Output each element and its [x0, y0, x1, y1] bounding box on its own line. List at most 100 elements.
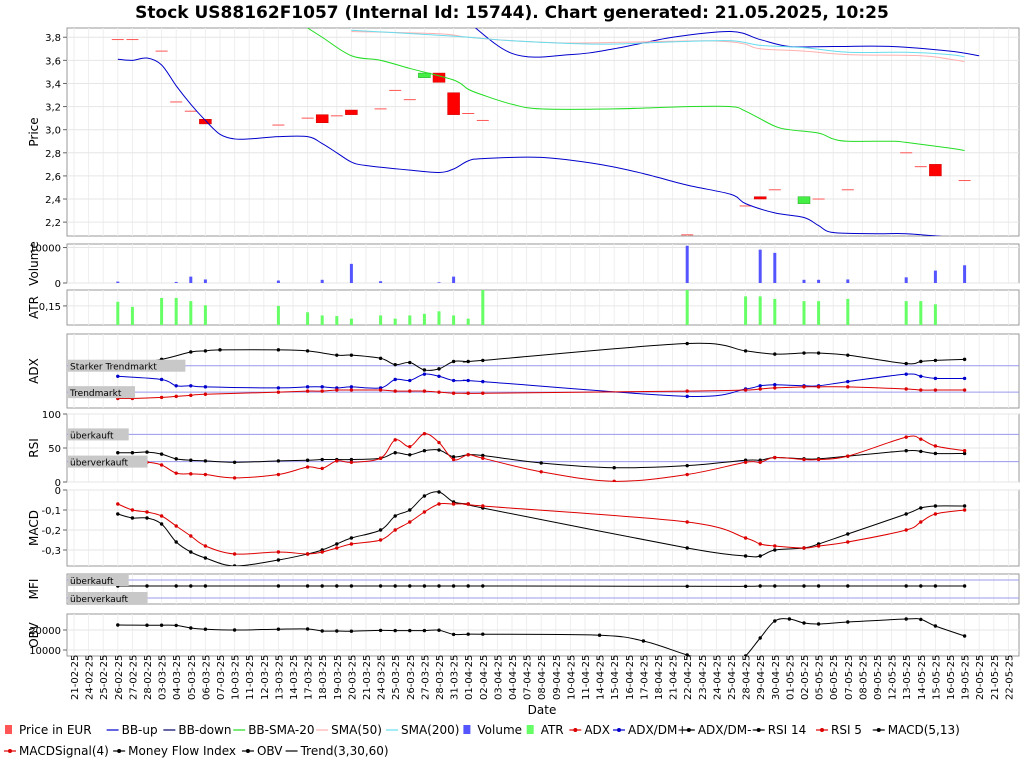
adx-dm-point — [934, 359, 937, 362]
obv-point — [802, 621, 805, 624]
x-tick-label: 21-05-25 — [990, 655, 1001, 700]
adx-point — [277, 390, 280, 393]
adx-point — [481, 392, 484, 395]
atr-bar — [321, 315, 324, 325]
adx-point — [817, 385, 820, 388]
rsi-5-point — [686, 473, 689, 476]
y-tick-label: 3,0 — [45, 126, 61, 137]
legend-swatch-dot — [573, 728, 577, 732]
obv-point — [773, 619, 776, 622]
rsi-14-point — [394, 451, 397, 454]
adx-dm-point — [277, 386, 280, 389]
chart-title: Stock US88162F1057 (Internal Id: 15744).… — [135, 3, 889, 23]
adx-dm-point — [437, 375, 440, 378]
money-flow-index-point — [321, 584, 324, 587]
volume-bar — [350, 264, 353, 283]
atr-bar — [759, 296, 762, 325]
y-tick-label: 0 — [55, 486, 61, 497]
macdsignal-4-point — [919, 520, 922, 523]
x-tick-label: 14-05-25 — [917, 655, 928, 700]
x-tick-label: 03-04-25 — [493, 655, 504, 700]
x-tick-label: 15-05-25 — [931, 655, 942, 700]
macdsignal-4-point — [744, 536, 747, 539]
y-tick-label: 0,15 — [39, 302, 61, 313]
obv-point — [335, 629, 338, 632]
legend-swatch-dot — [617, 728, 621, 732]
macd-5-13-point — [759, 554, 762, 557]
x-tick-label: 08-05-25 — [858, 655, 869, 700]
money-flow-index-point — [350, 584, 353, 587]
rsi-5-point — [452, 458, 455, 461]
adx-dm-point — [160, 378, 163, 381]
x-tick-label: 17-03-25 — [304, 655, 315, 700]
money-flow-index-point — [394, 584, 397, 587]
legend-item-sma-50: SMA(50) — [316, 723, 382, 737]
adx-dm-point — [934, 377, 937, 380]
rsi-14-point — [277, 459, 280, 462]
money-flow-index-point — [145, 584, 148, 587]
legend-swatch-dot — [246, 749, 250, 753]
macdsignal-4-point — [773, 544, 776, 547]
macd-5-13-point — [189, 550, 192, 553]
macd-5-13-point — [379, 528, 382, 531]
adx-dm-point — [846, 380, 849, 383]
money-flow-index-point — [905, 584, 908, 587]
obv-point — [759, 636, 762, 639]
legend-swatch-dot — [687, 728, 691, 732]
macdsignal-4-point — [481, 504, 484, 507]
annotation-label: Trendmarkt — [69, 389, 122, 399]
macd-5-13-point — [846, 532, 849, 535]
obv-point — [788, 617, 791, 620]
x-tick-label: 26-03-25 — [406, 655, 417, 700]
obv-point — [642, 639, 645, 642]
x-tick-label: 02-04-25 — [479, 655, 490, 700]
atr-bar — [335, 316, 338, 325]
rsi-5-point — [321, 467, 324, 470]
adx-dm-point — [204, 349, 207, 352]
legend-item-atr: ATR — [527, 723, 564, 737]
legend-label: MACDSignal(4) — [19, 744, 109, 758]
macdsignal-4-point — [408, 520, 411, 523]
adx-point — [744, 388, 747, 391]
x-tick-label: 19-05-25 — [961, 655, 972, 700]
adx-point — [437, 390, 440, 393]
adx-point — [963, 388, 966, 391]
macd-5-13-point — [963, 504, 966, 507]
legend-swatch-dot — [117, 749, 121, 753]
atr-bar — [379, 315, 382, 325]
x-tick-label: 25-03-25 — [391, 655, 402, 700]
obv-point — [452, 633, 455, 636]
rsi-5-point — [934, 444, 937, 447]
obv-point — [233, 628, 236, 631]
x-tick-label: 11-04-25 — [581, 655, 592, 700]
rsi-5-point — [773, 456, 776, 459]
macdsignal-4-point — [277, 550, 280, 553]
atr-bar — [408, 315, 411, 325]
adx-point — [934, 388, 937, 391]
y-tick-label: 3,2 — [45, 103, 61, 114]
macd-5-13-point — [175, 540, 178, 543]
money-flow-index-point — [934, 584, 937, 587]
atr-bar — [423, 314, 426, 325]
atr-bar — [919, 301, 922, 325]
adx-point — [686, 389, 689, 392]
volume-bar — [963, 265, 966, 283]
macdsignal-4-point — [204, 544, 207, 547]
macdsignal-4-point — [350, 542, 353, 545]
adx-dm-point — [452, 360, 455, 363]
x-axis-label: Date — [528, 703, 557, 717]
x-tick-label: 21-02-25 — [70, 655, 81, 700]
money-flow-index-point — [452, 584, 455, 587]
obv-point — [919, 618, 922, 621]
adx-dm-point — [744, 349, 747, 352]
rsi-14-point — [233, 461, 236, 464]
adx-dm-point — [321, 385, 324, 388]
rsi-14-point — [321, 458, 324, 461]
adx-point — [394, 389, 397, 392]
y-tick-label: -0,2 — [41, 526, 61, 537]
price-frame — [67, 28, 1019, 236]
adx-dm-point — [467, 379, 470, 382]
macd-axis-label: MACD — [27, 510, 41, 546]
